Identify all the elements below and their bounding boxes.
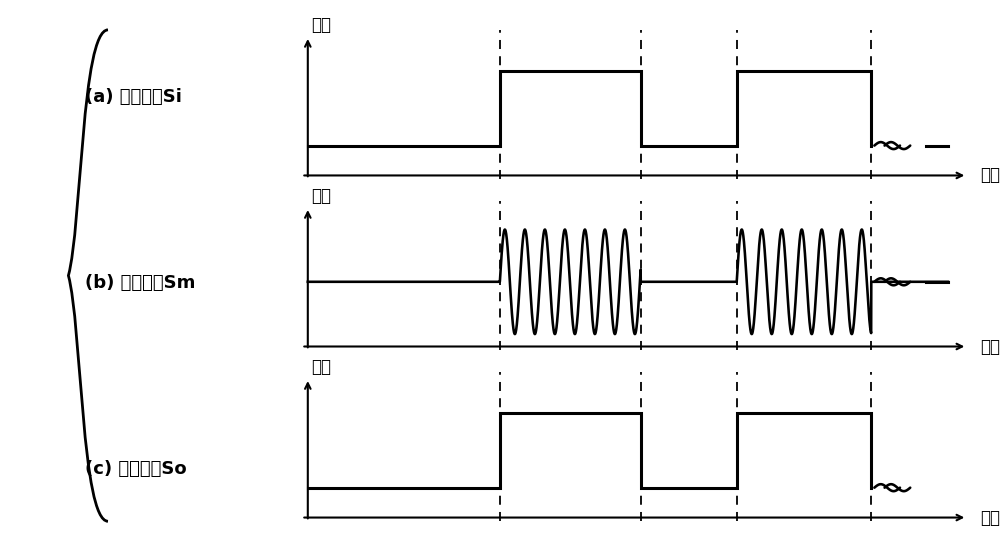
Text: 时间: 时间 [980,167,1000,185]
Text: 电压: 电压 [311,187,331,205]
Text: (a) 输入信号Si: (a) 输入信号Si [85,88,182,106]
Text: 时间: 时间 [980,509,1000,527]
Text: (b) 调制信号Sm: (b) 调制信号Sm [85,274,195,292]
Text: 电压: 电压 [311,16,331,34]
Text: 时间: 时间 [980,338,1000,356]
Text: (c) 输出信号So: (c) 输出信号So [85,460,187,478]
Text: 电压: 电压 [311,358,331,376]
